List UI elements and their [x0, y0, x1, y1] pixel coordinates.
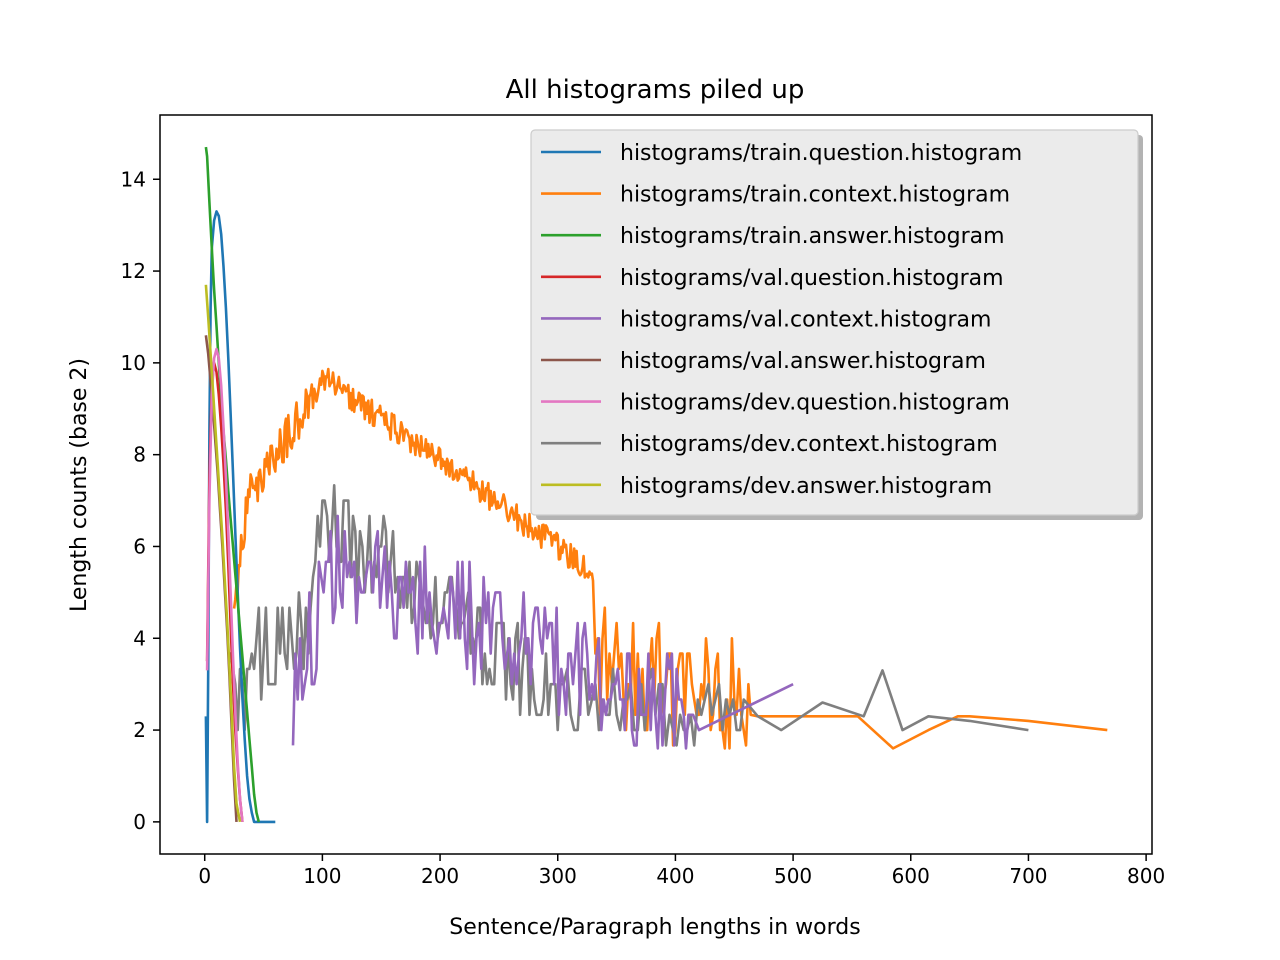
legend-entry: histograms/val.context.histogram: [620, 307, 991, 332]
series-line-train-answer: [204, 146, 261, 823]
y-tick-label: 0: [133, 810, 146, 834]
y-tick-label: 12: [121, 259, 146, 283]
chart-title: All histograms piled up: [506, 75, 805, 105]
legend-entry: histograms/dev.question.histogram: [620, 391, 1010, 416]
x-tick-label: 500: [774, 864, 812, 888]
axes-frame: [159, 114, 1153, 855]
y-tick-label: 6: [133, 534, 146, 558]
x-tick-label: 100: [303, 864, 341, 888]
x-tick-label: 200: [421, 864, 459, 888]
plot-area: [204, 146, 1108, 824]
x-tick-label: 400: [656, 864, 694, 888]
series-line-train-question: [204, 210, 276, 824]
x-tick-label: 300: [539, 864, 577, 888]
legend-entry: histograms/train.context.histogram: [620, 183, 1010, 208]
series-line-dev-answer: [204, 284, 242, 823]
x-tick-label: 600: [892, 864, 930, 888]
legend-box: [530, 129, 1139, 516]
legend-entry: histograms/train.question.histogram: [620, 141, 1022, 166]
series-line-val-context: [291, 514, 794, 750]
x-tick-label: 800: [1127, 864, 1165, 888]
y-tick-label: 10: [121, 351, 146, 375]
legend-entry: histograms/val.answer.histogram: [620, 349, 986, 374]
x-tick-label: 0: [198, 864, 211, 888]
legend-entry: histograms/train.answer.histogram: [620, 224, 1005, 249]
legend-entry: histograms/dev.context.histogram: [620, 432, 998, 457]
y-axis-label: Length counts (base 2): [67, 358, 92, 612]
x-tick-label: 700: [1009, 864, 1047, 888]
legend-entry: histograms/dev.answer.histogram: [620, 474, 992, 499]
legend: histograms/train.question.histogram histo…: [530, 129, 1143, 520]
axis-ticks: 0 100 200 300 400 500 600 700 800 0 2 4 6 8 10 12 14: [121, 167, 1166, 888]
y-tick-label: 14: [121, 167, 146, 191]
y-tick-label: 4: [133, 626, 146, 650]
y-tick-label: 2: [133, 718, 146, 742]
x-axis-label: Sentence/Paragraph lengths in words: [449, 915, 860, 940]
legend-entry: histograms/val.question.histogram: [620, 266, 1004, 291]
y-tick-label: 8: [133, 443, 146, 467]
